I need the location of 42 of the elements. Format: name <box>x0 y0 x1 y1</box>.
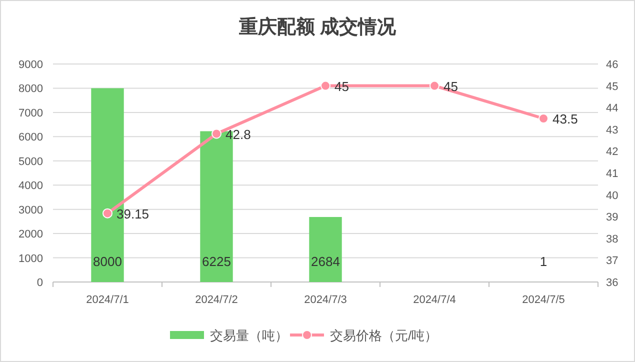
x-tick-label: 2024/7/3 <box>304 294 347 306</box>
y-tick-label: 6000 <box>18 132 43 144</box>
y-tick-label: 5000 <box>18 156 43 168</box>
y2-tick-label: 43 <box>606 124 618 136</box>
point <box>430 80 440 91</box>
y2-tick-label: 39 <box>606 212 618 224</box>
y-tick-label: 4000 <box>18 180 43 192</box>
x-tick-label: 2024/7/2 <box>195 294 238 306</box>
y2-tick-label: 46 <box>606 59 618 71</box>
y2-tick-label: 44 <box>606 102 618 115</box>
y-tick-label: 9000 <box>18 59 43 71</box>
y2-tick-label: 40 <box>606 190 618 202</box>
chart-title: 重庆配额 成交情况 <box>238 16 398 38</box>
y2-tick-label: 38 <box>606 233 618 246</box>
bar <box>309 216 342 282</box>
data-label: 43.5 <box>552 112 578 126</box>
y2-tick-label: 36 <box>606 277 618 289</box>
y-tick-label: 0 <box>36 277 43 289</box>
legend-label: 交易价格（元/吨） <box>330 328 438 343</box>
y2-tick-label: 42 <box>606 146 618 158</box>
legend-label: 交易量（吨） <box>210 328 288 343</box>
data-label: 1 <box>540 254 548 269</box>
point <box>212 128 222 139</box>
point <box>320 80 330 91</box>
x-tick-label: 2024/7/1 <box>86 294 129 306</box>
y-tick-label: 3000 <box>18 204 43 216</box>
data-label: 2684 <box>311 254 340 269</box>
y-tick-label: 7000 <box>18 107 43 120</box>
y-tick-label: 8000 <box>18 83 43 96</box>
y2-tick-label: 37 <box>606 255 618 268</box>
y-tick-label: 2000 <box>18 228 43 241</box>
data-label: 45 <box>334 78 349 94</box>
data-label: 45 <box>444 78 458 94</box>
point <box>102 208 112 218</box>
y-tick-label: 1000 <box>18 252 43 265</box>
y2-tick-label: 45 <box>606 80 618 93</box>
x-tick-label: 2024/7/5 <box>522 294 565 306</box>
point <box>538 114 548 124</box>
data-label: 6225 <box>202 254 231 269</box>
y2-tick-label: 41 <box>606 168 618 180</box>
data-label: 8000 <box>93 254 122 269</box>
x-tick-label: 2024/7/4 <box>413 294 456 306</box>
